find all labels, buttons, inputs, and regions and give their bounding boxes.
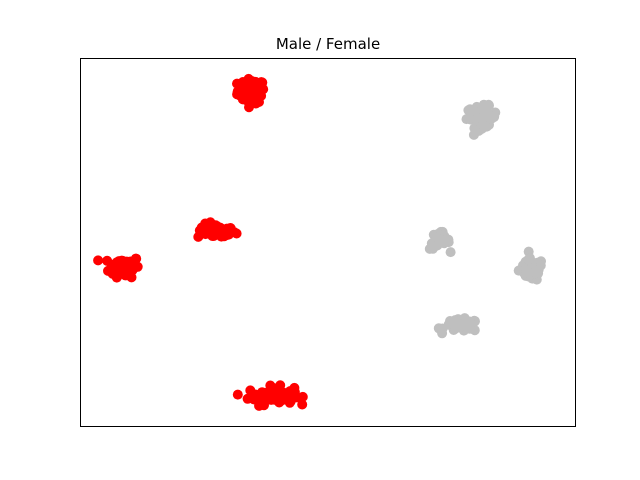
scatter-point (132, 261, 143, 272)
scatter-point (464, 113, 475, 124)
scatter-point (297, 391, 308, 402)
scatter-point (480, 121, 491, 132)
scatter-point (212, 227, 223, 238)
scatter-point (240, 81, 251, 92)
scatter-point (297, 399, 308, 410)
plot-area-frame (80, 58, 576, 427)
scatter-point (111, 272, 122, 283)
scatter-point (245, 385, 256, 396)
scatter-point (121, 256, 132, 267)
scatter-point (530, 267, 541, 278)
scatter-point (93, 255, 104, 266)
scatter-point (258, 84, 269, 95)
scatter-point (432, 240, 443, 251)
scatter-point (126, 272, 137, 283)
scatter-point (196, 222, 207, 233)
scatter-point (437, 328, 448, 339)
scatter-point (285, 389, 295, 400)
scatter-point (130, 253, 141, 264)
scatter-point (523, 254, 534, 265)
scatter-point (447, 318, 458, 329)
scatter-point (232, 389, 243, 400)
scatter-point (266, 394, 277, 405)
scatter-point (445, 247, 456, 258)
scatter-point (239, 93, 250, 104)
scatter-point (266, 386, 277, 397)
scatter-point (464, 323, 475, 334)
scatter-point (463, 316, 474, 327)
chart-title: Male / Female (276, 35, 380, 53)
scatter-marks (93, 73, 546, 411)
scatter-point (229, 227, 240, 238)
scatter-point (478, 99, 489, 110)
scatter-point (255, 394, 266, 405)
scatter-point (193, 231, 204, 242)
